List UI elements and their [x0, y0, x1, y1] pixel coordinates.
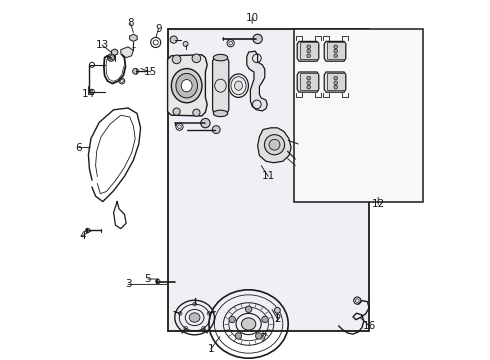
- Polygon shape: [121, 47, 133, 58]
- Circle shape: [201, 118, 210, 128]
- Bar: [327, 42, 345, 59]
- Circle shape: [334, 45, 338, 49]
- Circle shape: [262, 316, 268, 323]
- Polygon shape: [324, 72, 346, 92]
- Ellipse shape: [172, 68, 202, 103]
- Text: 12: 12: [371, 199, 385, 210]
- Circle shape: [170, 36, 177, 43]
- Circle shape: [86, 228, 90, 233]
- Text: 13: 13: [96, 40, 109, 50]
- Circle shape: [307, 81, 311, 85]
- Polygon shape: [297, 41, 319, 61]
- Circle shape: [192, 54, 201, 63]
- Text: 3: 3: [124, 279, 131, 289]
- Circle shape: [274, 307, 280, 313]
- Text: 16: 16: [363, 321, 376, 331]
- Circle shape: [253, 34, 262, 44]
- Circle shape: [265, 135, 285, 155]
- Circle shape: [229, 316, 235, 323]
- Circle shape: [183, 41, 188, 46]
- Polygon shape: [247, 51, 268, 111]
- Circle shape: [173, 108, 180, 115]
- Bar: [300, 42, 318, 59]
- Circle shape: [245, 306, 252, 312]
- Text: 15: 15: [144, 67, 157, 77]
- Bar: [168, 29, 369, 331]
- Circle shape: [334, 85, 338, 89]
- Polygon shape: [213, 58, 229, 113]
- Circle shape: [334, 54, 338, 58]
- Circle shape: [172, 55, 181, 64]
- Circle shape: [307, 45, 311, 49]
- Ellipse shape: [213, 110, 228, 117]
- Bar: [294, 29, 423, 202]
- Circle shape: [269, 139, 280, 150]
- Polygon shape: [324, 41, 346, 61]
- Circle shape: [235, 333, 242, 339]
- Circle shape: [255, 333, 262, 339]
- Polygon shape: [130, 34, 137, 41]
- Circle shape: [334, 49, 338, 53]
- Circle shape: [307, 85, 311, 89]
- Polygon shape: [168, 55, 207, 116]
- Ellipse shape: [176, 73, 197, 98]
- Circle shape: [156, 279, 160, 284]
- Text: 14: 14: [82, 89, 95, 99]
- Circle shape: [334, 76, 338, 80]
- Text: 4: 4: [79, 231, 86, 241]
- Circle shape: [212, 126, 220, 134]
- Text: 5: 5: [145, 274, 151, 284]
- Text: 2: 2: [274, 314, 281, 324]
- Polygon shape: [258, 128, 291, 163]
- Text: 8: 8: [127, 18, 134, 28]
- Polygon shape: [297, 72, 319, 92]
- Ellipse shape: [235, 81, 243, 90]
- Circle shape: [133, 68, 139, 74]
- Text: 11: 11: [262, 171, 275, 181]
- Text: 10: 10: [245, 13, 259, 23]
- Ellipse shape: [189, 313, 200, 322]
- Ellipse shape: [213, 54, 228, 61]
- Bar: [300, 73, 318, 90]
- Polygon shape: [112, 49, 118, 55]
- Circle shape: [307, 54, 311, 58]
- Circle shape: [193, 109, 200, 116]
- Ellipse shape: [181, 80, 192, 92]
- Text: 9: 9: [155, 24, 162, 34]
- Circle shape: [307, 76, 311, 80]
- Text: 6: 6: [75, 143, 82, 153]
- Circle shape: [334, 81, 338, 85]
- Circle shape: [307, 49, 311, 53]
- Bar: [327, 73, 345, 90]
- Ellipse shape: [242, 318, 256, 330]
- Text: 1: 1: [207, 344, 214, 354]
- Text: 7: 7: [260, 333, 266, 343]
